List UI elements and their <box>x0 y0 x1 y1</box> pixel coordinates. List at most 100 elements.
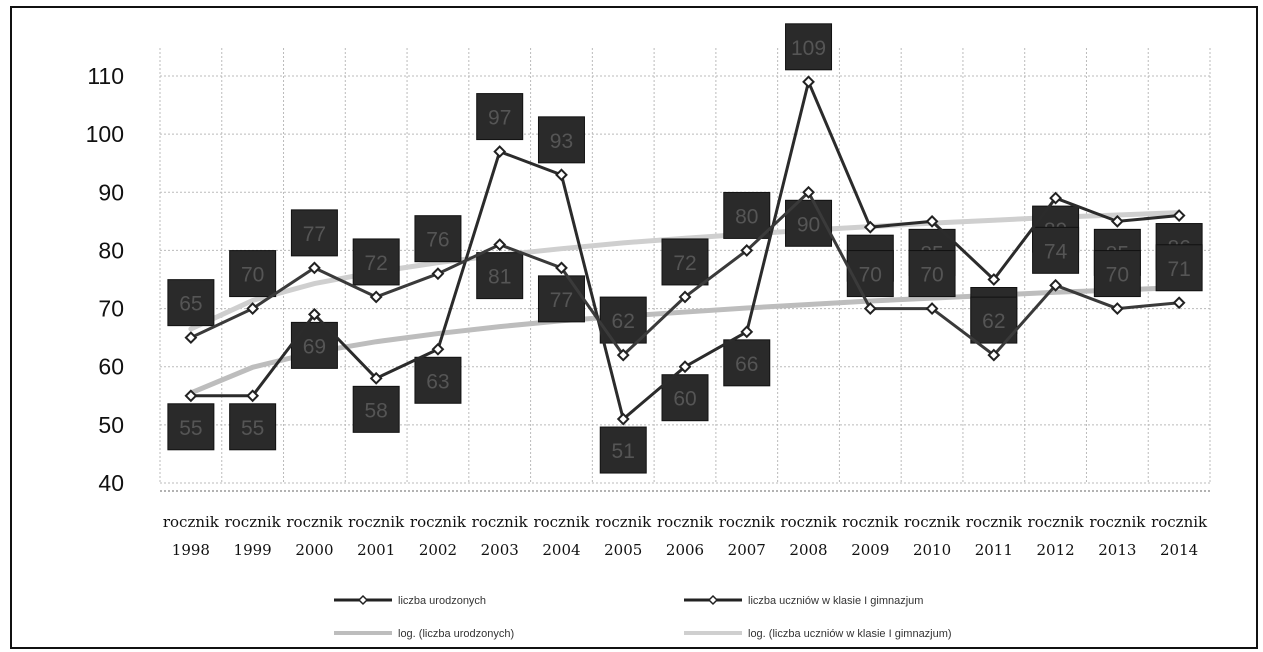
data-label-box <box>537 275 585 323</box>
series-point <box>369 371 383 385</box>
data-label: 55 <box>179 417 202 440</box>
chart-frame: 5555695863979351606610984857589858665707… <box>10 6 1258 649</box>
y-tick-label: 90 <box>98 179 124 205</box>
x-tick-year: 2014 <box>1160 541 1198 559</box>
x-tick-label: rocznik <box>904 513 961 531</box>
data-label: 72 <box>364 252 387 275</box>
data-label-box <box>661 238 709 286</box>
series-point <box>431 342 445 356</box>
x-tick-label: rocznik <box>842 513 899 531</box>
data-label: 81 <box>488 266 511 289</box>
series-point <box>863 302 877 315</box>
series-point <box>246 389 260 403</box>
series-point <box>987 348 1001 362</box>
x-tick-label: rocznik <box>163 513 220 531</box>
data-label-box <box>1155 244 1203 292</box>
data-label-box <box>167 279 215 327</box>
series-point <box>493 145 507 158</box>
data-label-box <box>476 93 524 141</box>
y-tick-label: 60 <box>98 354 124 380</box>
x-tick-year: 2013 <box>1098 541 1136 559</box>
x-tick-year: 2006 <box>666 541 704 559</box>
data-label: 71 <box>1167 258 1190 281</box>
data-label: 62 <box>982 310 1005 333</box>
x-tick-year: 1998 <box>172 541 210 559</box>
y-tick-label: 50 <box>98 412 124 438</box>
data-label: 70 <box>859 264 882 287</box>
data-label-box <box>352 238 400 286</box>
legend-label: liczba urodzonych <box>398 595 486 607</box>
data-label: 90 <box>797 213 820 236</box>
legend-marker <box>707 594 719 606</box>
series-point <box>431 267 445 281</box>
data-label-box <box>352 385 400 433</box>
series-point <box>1110 214 1124 228</box>
data-label-box <box>229 403 277 451</box>
data-label: 76 <box>426 229 449 252</box>
series-point <box>678 290 692 304</box>
data-label-box <box>229 250 277 298</box>
data-label: 70 <box>920 264 943 287</box>
x-axis: rocznik 1998 rocznik 1999 rocznik 2000 rocznik… <box>160 490 1210 559</box>
data-label: 97 <box>488 107 511 130</box>
series-point <box>678 360 692 374</box>
series-point <box>184 331 198 345</box>
data-label: 109 <box>791 37 826 60</box>
series-point <box>616 412 630 426</box>
series-point <box>307 261 321 275</box>
data-label: 72 <box>673 252 696 275</box>
legend-marker <box>357 594 369 606</box>
x-tick-year: 2004 <box>542 541 580 559</box>
x-tick-year: 2001 <box>357 541 395 559</box>
series-point <box>740 244 754 257</box>
x-tick-label: rocznik <box>719 513 776 531</box>
series-point <box>1049 191 1063 205</box>
y-tick-label: 80 <box>98 237 124 263</box>
x-tick-year: 2003 <box>481 541 519 559</box>
x-tick-label: rocznik <box>348 513 405 531</box>
data-label: 77 <box>550 289 573 312</box>
data-label: 77 <box>303 223 326 246</box>
data-label: 51 <box>612 440 635 463</box>
x-tick-label: rocznik <box>286 513 343 531</box>
x-tick-label: rocznik <box>533 513 590 531</box>
y-tick-label: 40 <box>98 470 124 496</box>
x-tick-label: rocznik <box>472 513 529 531</box>
series-point <box>493 238 507 252</box>
series-point <box>802 75 815 89</box>
x-tick-year: 2010 <box>913 541 951 559</box>
data-label: 60 <box>673 388 696 411</box>
data-label: 66 <box>735 353 758 376</box>
data-label-box <box>723 339 771 387</box>
data-label-box <box>476 252 524 300</box>
data-label: 62 <box>612 310 635 333</box>
series-point <box>369 290 383 304</box>
data-label: 70 <box>1106 264 1129 287</box>
x-tick-year: 2007 <box>728 541 766 559</box>
data-label-box <box>537 116 585 164</box>
x-tick-year: 2002 <box>419 541 457 559</box>
line-chart: 5555695863979351606610984857589858665707… <box>86 23 1211 640</box>
data-label: 93 <box>550 130 573 153</box>
x-tick-label: rocznik <box>966 513 1023 531</box>
series-point <box>616 348 630 362</box>
data-label-box <box>723 191 771 239</box>
data-label-box <box>846 250 894 298</box>
data-label: 63 <box>426 370 449 393</box>
series-point <box>925 302 939 315</box>
data-label-box <box>661 374 709 422</box>
series-point <box>555 168 568 182</box>
data-label: 80 <box>735 205 758 228</box>
series-point <box>184 389 198 403</box>
series-point <box>1049 278 1063 292</box>
y-tick-label: 100 <box>86 121 124 147</box>
data-label-box <box>414 215 462 263</box>
series-point <box>863 220 877 234</box>
data-label-box <box>908 250 956 298</box>
x-tick-year: 2012 <box>1036 541 1074 559</box>
series-point <box>987 273 1001 286</box>
x-tick-label: rocznik <box>1028 513 1085 531</box>
series-point <box>1110 302 1124 315</box>
series-point <box>740 325 754 339</box>
y-axis: 40 50 60 70 80 90 100 110 <box>86 63 124 496</box>
